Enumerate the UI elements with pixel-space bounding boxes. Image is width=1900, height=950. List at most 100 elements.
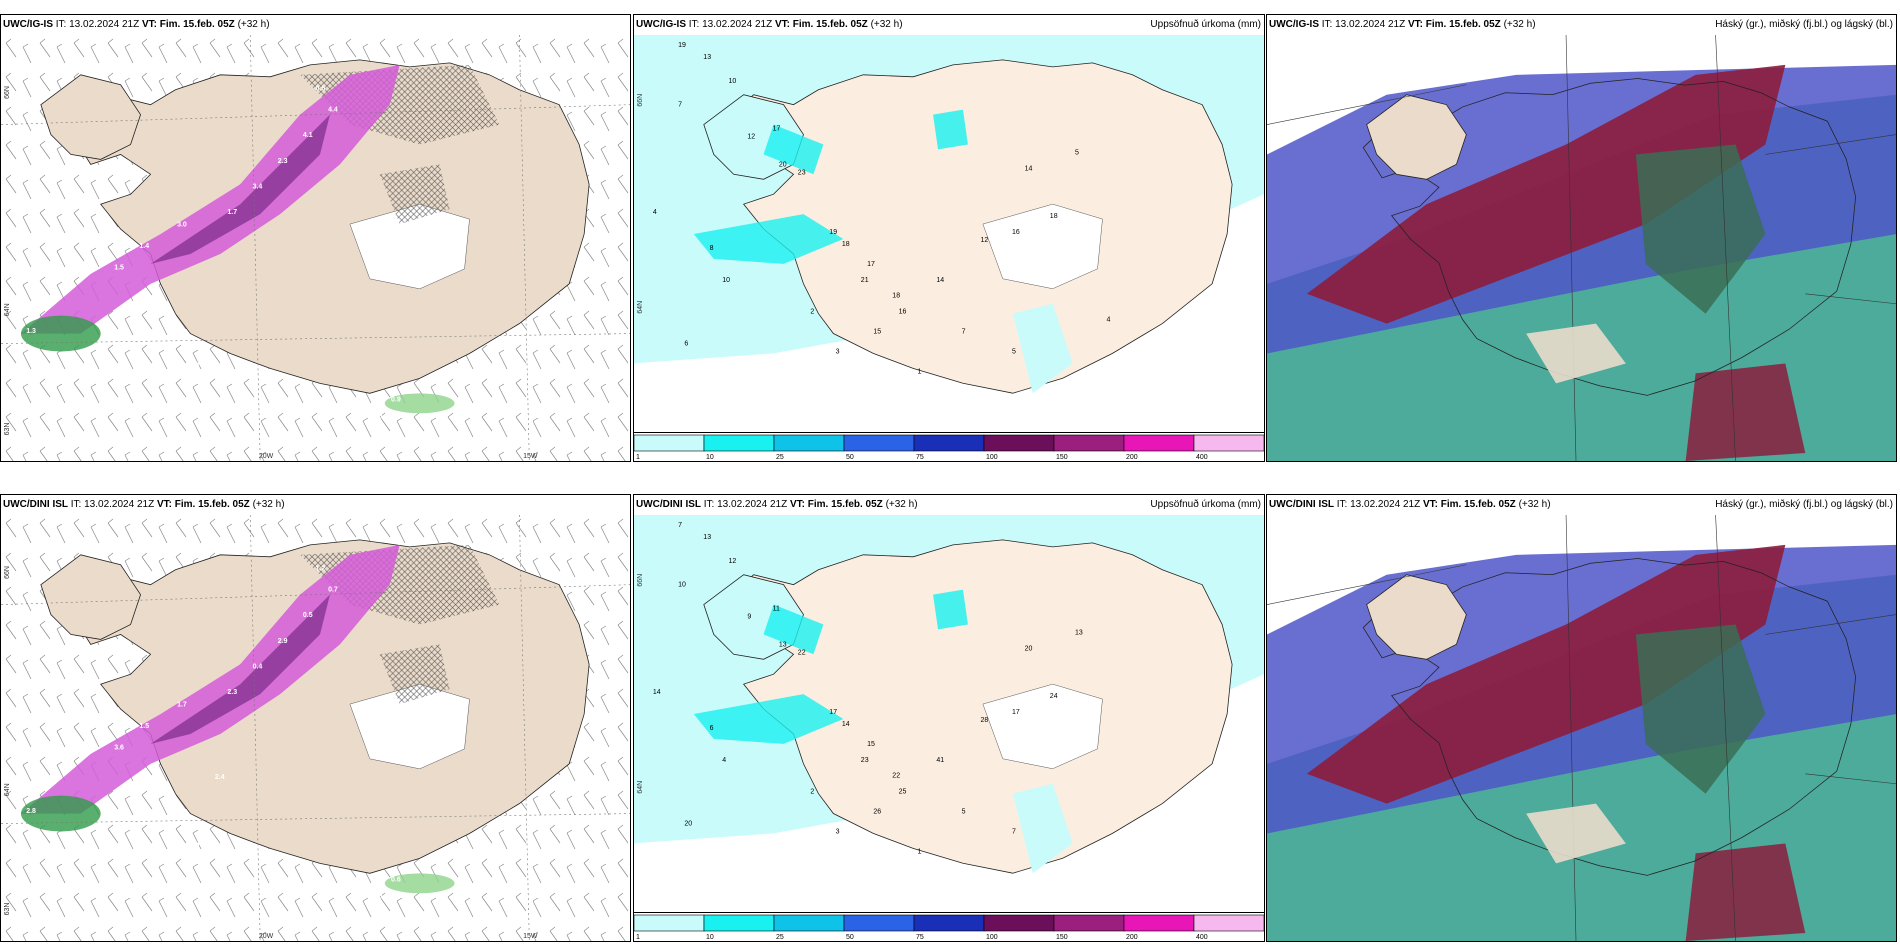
map-canvas [1267,35,1896,461]
vt-label: VT: [141,19,157,30]
valid-time: Fim. 15.feb. 05Z [1425,19,1501,30]
precip-total-value: 11 [773,606,780,613]
colorbar-tick-label: 200 [1126,454,1138,461]
colorbar-swatch [983,434,1055,452]
colorbar-tick-label: 50 [846,454,854,461]
model-name: UWC/DINI ISL [3,499,68,510]
wind-precip-panel: UWC/DINI ISL IT: 13.02.2024 21Z VT: Fim.… [0,494,631,942]
precip-total-value: 17 [773,126,781,133]
precip-total-value: 21 [861,277,869,284]
precip-total-value: 10 [729,78,737,85]
colorbar-swatch [703,914,775,932]
colorbar-swatch [1193,434,1264,452]
precip-value: 4.4 [328,107,338,114]
precip-total-value: 13 [1075,629,1083,636]
precip-value: 0.8 [190,362,200,369]
precip-value: 4.1 [303,132,313,139]
precip-total-value: 4 [1107,317,1111,324]
colorbar-swatch [703,434,775,452]
precip-total-value: 23 [798,169,806,176]
lat-label: 66N [637,94,644,107]
colorbar-tick-label: 75 [916,934,924,941]
precip-value: 0.4 [253,663,263,670]
map-canvas: 7 13 12 10 9 11 13 22 17 14 15 23 22 25 26 41 28 17 24 20 13… [634,515,1264,913]
panel-header: UWC/DINI ISL IT: 13.02.2024 21Z VT: Fim.… [1,495,630,515]
precip-total-value: 18 [1050,213,1058,220]
panel-title: UWC/DINI ISL IT: 13.02.2024 21Z VT: Fim.… [636,495,918,515]
colorbar-swatch [773,434,845,452]
precip-total-value: 10 [678,582,686,589]
valid-time: Fim. 15.feb. 05Z [159,19,235,30]
it-label: IT: [1321,19,1333,30]
precip-value: 2.8 [26,808,36,815]
precip-total-value: 22 [798,649,806,656]
panel-header: UWC/DINI ISL IT: 13.02.2024 21Z VT: Fim.… [1267,495,1896,515]
precip-total-value: 16 [1012,229,1020,236]
vt-label: VT: [789,499,805,510]
precip-total-value: 1 [918,848,922,855]
precip-value: 3.4 [253,183,263,190]
precip-value: 0.6 [391,876,401,883]
it-label: IT: [1336,499,1348,510]
lat-label: 66N [4,86,11,99]
cloud-cover-panel: UWC/IG-IS IT: 13.02.2024 21Z VT: Fim. 15… [1266,14,1897,462]
precip-total-value: 8 [710,245,714,252]
precip-total-value: 6 [684,340,688,347]
panel-title: UWC/IG-IS IT: 13.02.2024 21Z VT: Fim. 15… [636,15,903,35]
colorbar-swatch [634,914,705,932]
vt-label: VT: [156,499,172,510]
init-time: 13.02.2024 21Z [1335,19,1406,30]
precip-total-value: 5 [1012,348,1016,355]
precip-value: 1.2 [316,565,326,572]
precip-total-value: 20 [1025,645,1033,652]
colorbar-swatch [843,914,915,932]
colorbar-tick-label: 1 [636,934,640,941]
lead-time: (+32 h) [870,19,903,30]
precip-value: 1.7 [227,209,237,216]
lead-time: (+32 h) [1503,19,1536,30]
lon-label: 15W [523,453,538,460]
precip-value: 2.4 [215,774,225,781]
valid-time: Fim. 15.feb. 05Z [807,499,883,510]
wind-precip-panel: UWC/IG-IS IT: 13.02.2024 21Z VT: Fim. 15… [0,14,631,462]
precip-value: 2.3 [227,689,237,696]
colorbar-tick-label: 25 [776,454,784,461]
precip-total-value: 13 [703,534,711,541]
precip-total-value: 15 [867,741,875,748]
lead-time: (+32 h) [1518,499,1551,510]
init-time: 13.02.2024 21Z [702,19,773,30]
init-time: 13.02.2024 21Z [717,499,788,510]
precip-total-value: 14 [653,689,661,696]
precip-total-value: 4 [722,757,726,764]
precip-total-value: 23 [861,757,869,764]
precip-total-value: 3 [836,348,840,355]
colorbar-swatch [1123,914,1195,932]
precip-total-value: 20 [684,820,692,827]
precip-total-value: 7 [1012,828,1016,835]
precip-total-value: 13 [703,54,711,61]
precip-total-value: 41 [936,757,944,764]
precip-value: 0.9 [391,396,401,403]
lead-time: (+32 h) [237,19,270,30]
colorbar: 1 10 25 50 75 100 150 200 400 [634,912,1264,941]
colorbar-tick-label: 100 [986,934,998,941]
precip-total-value: 4 [653,209,657,216]
it-label: IT: [70,499,82,510]
colorbar-swatch [1123,434,1195,452]
colorbar-tick-label: 400 [1196,934,1208,941]
lon-label: 20W [259,933,274,940]
precip-total-value: 28 [981,717,989,724]
lon-label: 20W [259,453,274,460]
colorbar: 1 10 25 50 75 100 150 200 400 [634,432,1264,461]
vt-label: VT: [1407,19,1423,30]
lat-label: 63N [4,903,11,916]
colorbar-swatch [913,434,985,452]
precip-value: 1.7 [177,702,187,709]
colorbar-tick-label: 100 [986,454,998,461]
field-description: Háský (gr.), miðský (fj.bl.) og lágský (… [1715,499,1893,510]
colorbar-swatch [913,914,985,932]
precip-total-value: 18 [892,293,900,300]
precip-total-value: 14 [842,721,850,728]
precip-total-value: 18 [842,241,850,248]
model-name: UWC/IG-IS [1269,19,1319,30]
